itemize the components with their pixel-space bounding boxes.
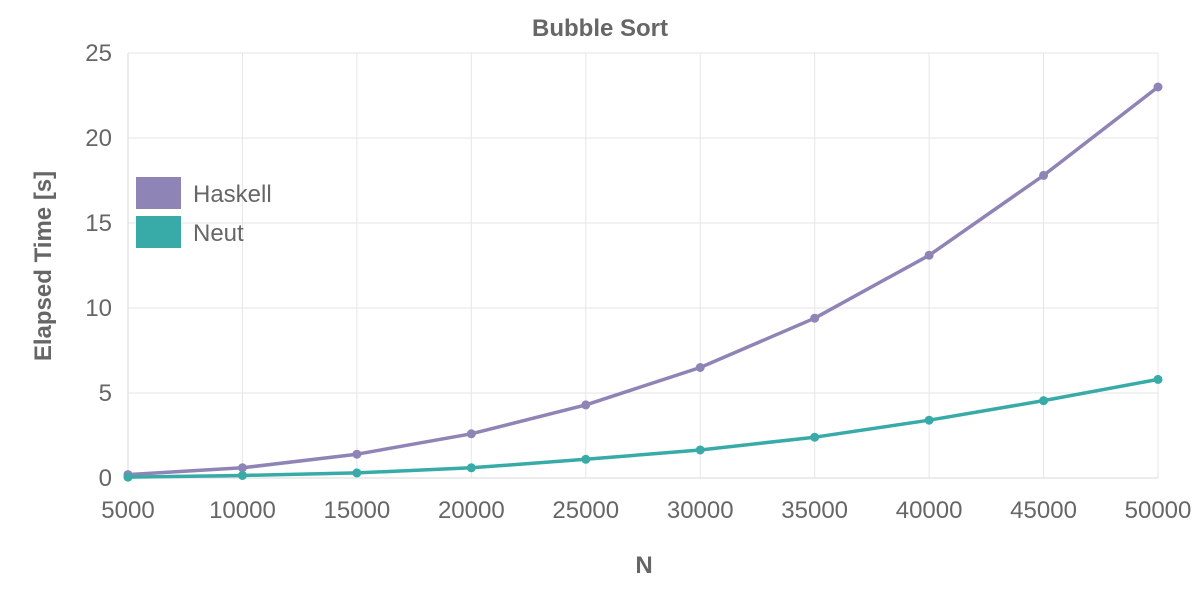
y-axis-title: Elapsed Time [s] (30, 171, 57, 361)
x-tick-label: 50000 (1125, 497, 1192, 524)
x-tick-label: 10000 (209, 497, 276, 524)
y-tick-label: 15 (85, 210, 112, 237)
x-axis-ticks: 5000 10000 15000 20000 25000 30000 35000 40000 4… (101, 497, 1191, 524)
y-tick-label: 0 (99, 465, 112, 492)
y-axis-ticks: 0 5 10 15 20 25 (85, 40, 112, 492)
haskell-data-point (1153, 82, 1163, 92)
neut-data-point (466, 463, 476, 473)
haskell-data-point (352, 449, 362, 459)
x-tick-label: 35000 (781, 497, 848, 524)
neut-data-point (123, 472, 133, 482)
neut-data-point (1039, 396, 1049, 406)
neut-series-line (126, 377, 1160, 479)
neut-data-point (1153, 374, 1163, 384)
x-tick-label: 25000 (552, 497, 619, 524)
y-tick-label: 5 (99, 380, 112, 407)
haskell-data-point (695, 363, 705, 372)
y-tick-label: 20 (85, 125, 112, 152)
haskell-data-point (466, 429, 476, 439)
x-axis-title: N (635, 552, 652, 579)
haskell-data-point (810, 313, 820, 323)
grid (127, 52, 1159, 479)
x-tick-label: 40000 (896, 497, 963, 524)
neut-data-point (237, 470, 247, 480)
neut-data-point (695, 445, 705, 455)
y-tick-label: 10 (85, 295, 112, 322)
x-tick-label: 5000 (101, 497, 154, 524)
haskell-data-point (581, 400, 591, 410)
haskell-series-line (126, 85, 1160, 477)
legend: Haskell Neut (136, 177, 272, 248)
x-tick-label: 20000 (438, 497, 505, 524)
neut-data-point (352, 468, 362, 478)
y-tick-label: 25 (85, 40, 112, 67)
x-tick-label: 30000 (667, 497, 734, 524)
haskell-data-point (924, 250, 934, 260)
x-tick-label: 45000 (1010, 497, 1077, 524)
haskell-data-point (237, 463, 247, 473)
haskell-legend-swatch (136, 177, 181, 209)
neut-legend-label: Neut (193, 220, 244, 247)
chart-title: Bubble Sort (532, 15, 668, 42)
neut-legend-swatch (136, 216, 181, 248)
neut-data-point (810, 432, 820, 442)
x-tick-label: 15000 (324, 497, 391, 524)
series-layer (123, 82, 1163, 482)
haskell-data-point (1039, 170, 1049, 180)
neut-data-point (581, 454, 591, 464)
neut-data-point (924, 415, 934, 425)
haskell-legend-label: Haskell (193, 181, 272, 208)
